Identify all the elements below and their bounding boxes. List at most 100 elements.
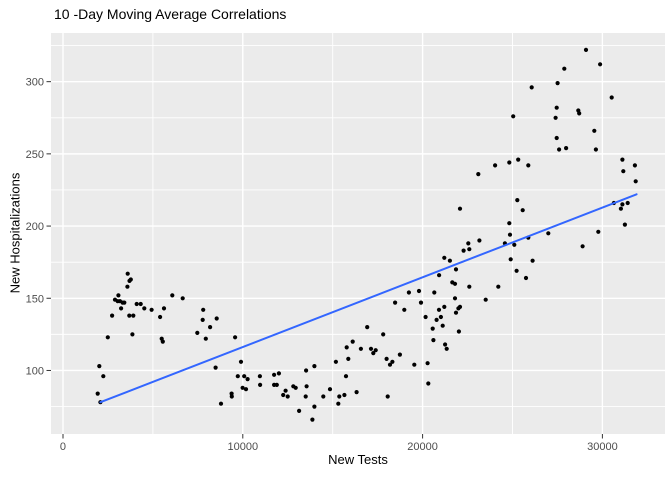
data-point xyxy=(233,335,238,340)
data-point xyxy=(384,356,389,361)
data-point xyxy=(397,352,402,357)
data-point xyxy=(344,345,349,350)
data-point xyxy=(134,301,139,307)
data-point xyxy=(180,296,185,301)
data-point xyxy=(385,394,390,399)
data-point xyxy=(620,202,625,207)
data-point xyxy=(346,356,351,361)
data-point xyxy=(310,417,315,422)
data-point xyxy=(447,258,452,263)
data-point xyxy=(443,342,448,347)
data-point xyxy=(520,208,525,213)
data-point xyxy=(622,222,628,227)
data-point xyxy=(512,242,517,247)
data-point xyxy=(477,238,482,243)
data-point xyxy=(337,394,342,399)
data-point xyxy=(381,332,386,337)
data-point xyxy=(281,392,286,398)
data-point xyxy=(457,206,463,211)
data-point xyxy=(577,111,582,116)
data-point xyxy=(125,271,130,276)
data-point xyxy=(609,95,614,100)
x-axis-title: New Tests xyxy=(328,452,388,467)
data-point xyxy=(452,296,458,301)
data-point xyxy=(554,135,559,141)
chart-title: 10 -Day Moving Average Correlations xyxy=(54,6,287,22)
data-point xyxy=(418,300,424,305)
data-point xyxy=(245,377,250,382)
data-point xyxy=(412,362,417,367)
data-point xyxy=(321,394,326,399)
data-point xyxy=(371,351,376,356)
data-point xyxy=(229,394,234,399)
data-point xyxy=(105,335,110,340)
data-point xyxy=(238,359,244,364)
data-point xyxy=(285,394,290,399)
data-point xyxy=(119,306,124,311)
data-point xyxy=(125,284,130,289)
data-point xyxy=(621,169,626,174)
data-point xyxy=(596,229,601,234)
data-point xyxy=(402,307,407,312)
data-point xyxy=(257,374,262,379)
data-point xyxy=(456,329,461,334)
data-point xyxy=(304,368,309,373)
data-point xyxy=(303,394,308,399)
data-point xyxy=(440,323,445,328)
data-point xyxy=(127,313,132,318)
data-point xyxy=(365,325,370,330)
data-point xyxy=(453,310,459,315)
data-point xyxy=(442,255,447,260)
data-point xyxy=(343,374,349,379)
data-point xyxy=(529,85,534,90)
x-tick-label: 30000 xyxy=(587,441,618,453)
data-point xyxy=(358,346,363,351)
y-tick-label: 250 xyxy=(26,149,44,161)
data-point xyxy=(625,200,630,206)
data-point xyxy=(467,247,472,252)
data-point xyxy=(170,293,175,298)
data-point xyxy=(564,146,569,151)
data-point xyxy=(368,346,374,351)
data-point xyxy=(592,128,597,133)
data-point xyxy=(258,382,263,387)
data-point xyxy=(618,206,624,211)
data-point xyxy=(387,362,393,367)
data-point xyxy=(430,326,435,331)
data-point xyxy=(243,387,249,392)
data-point xyxy=(373,348,378,353)
data-point xyxy=(138,301,143,307)
data-point xyxy=(201,307,206,312)
data-point xyxy=(496,284,501,289)
data-point xyxy=(467,284,472,289)
data-point xyxy=(593,147,599,152)
data-point xyxy=(240,385,245,390)
data-point xyxy=(195,330,200,335)
data-point xyxy=(436,307,442,312)
data-point xyxy=(493,163,498,168)
data-point xyxy=(214,316,219,321)
data-point xyxy=(293,385,298,390)
trend-line xyxy=(99,193,638,404)
data-point xyxy=(208,325,213,330)
data-point xyxy=(283,388,288,393)
data-point xyxy=(583,47,589,53)
data-point xyxy=(130,332,135,337)
data-point xyxy=(511,114,516,119)
data-point xyxy=(633,179,638,184)
data-point xyxy=(438,314,443,320)
data-point xyxy=(97,364,102,369)
data-point xyxy=(620,157,625,162)
data-point xyxy=(483,297,488,302)
data-point xyxy=(546,231,551,236)
data-point xyxy=(116,293,121,298)
data-point xyxy=(530,258,535,263)
data-point xyxy=(218,401,224,406)
data-point xyxy=(200,317,205,322)
data-point xyxy=(312,364,317,369)
data-point xyxy=(161,306,167,311)
data-point xyxy=(213,365,218,370)
plot-panel xyxy=(51,33,665,434)
data-point xyxy=(390,359,395,364)
